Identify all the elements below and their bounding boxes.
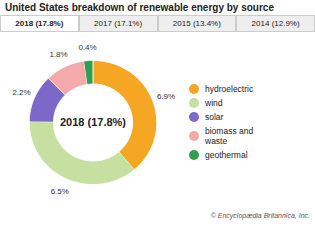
- svg-text:2018 (17.8%): 2018 (17.8%): [60, 116, 126, 128]
- html-text:2018 (17.8%): 2018 (17.8%): [15, 19, 64, 28]
- html-text:2015 (13.4%): 2015 (13.4%): [172, 19, 221, 28]
- html-text:biomass and waste: biomass and waste: [205, 126, 254, 146]
- svg-text:6.9%: 6.9%: [157, 92, 175, 101]
- html-text:© Encyclopædia Britannica, Inc: © Encyclopædia Britannica, Inc.: [210, 212, 310, 219]
- html-text:2014 (12.9%): 2014 (12.9%): [251, 19, 300, 28]
- html-text:2017 (17.1%): 2017 (17.1%): [94, 19, 143, 28]
- html-text:solar: solar: [205, 112, 224, 122]
- svg-text:1.8%: 1.8%: [49, 50, 67, 59]
- svg-text:2.2%: 2.2%: [12, 88, 30, 97]
- svg-text:0.4%: 0.4%: [78, 43, 96, 52]
- html-text:geothermal: geothermal: [205, 150, 248, 160]
- html-text:United States breakdown of ren: United States breakdown of renewable ene…: [5, 2, 274, 13]
- html-text:hydroelectric: hydroelectric: [205, 84, 254, 94]
- html-text:wind: wind: [205, 98, 223, 108]
- svg-text:6.5%: 6.5%: [51, 187, 69, 196]
